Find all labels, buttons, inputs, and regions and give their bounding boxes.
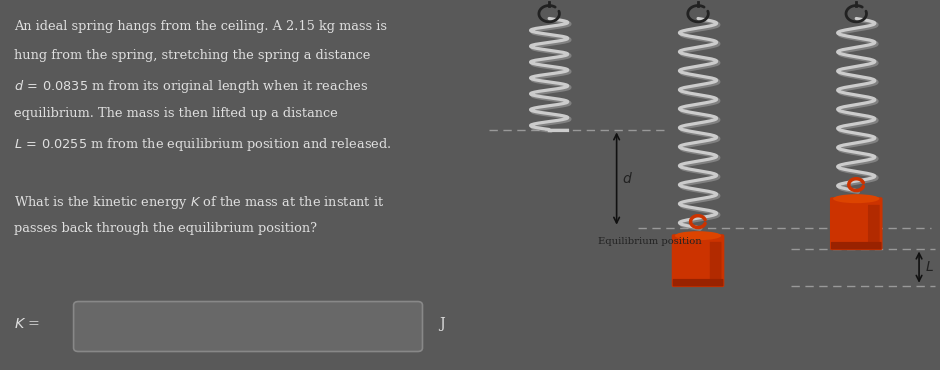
FancyBboxPatch shape — [673, 279, 724, 286]
Ellipse shape — [675, 231, 721, 240]
Text: $K$ =: $K$ = — [14, 317, 40, 331]
FancyBboxPatch shape — [73, 302, 422, 351]
Text: hung from the spring, stretching the spring a distance: hung from the spring, stretching the spr… — [14, 49, 370, 62]
Text: Equilibrium position: Equilibrium position — [598, 237, 702, 246]
FancyBboxPatch shape — [672, 234, 725, 287]
Text: equilibrium. The mass is then lifted up a distance: equilibrium. The mass is then lifted up … — [14, 107, 338, 120]
Text: $d$: $d$ — [622, 171, 633, 186]
Ellipse shape — [833, 194, 880, 203]
FancyBboxPatch shape — [868, 205, 880, 243]
Text: $L\,=\,0.0255$ m from the equilibrium position and released.: $L\,=\,0.0255$ m from the equilibrium po… — [14, 136, 392, 153]
Text: What is the kinetic energy $K$ of the mass at the instant it: What is the kinetic energy $K$ of the ma… — [14, 194, 384, 211]
Text: An ideal spring hangs from the ceiling. A 2.15 kg mass is: An ideal spring hangs from the ceiling. … — [14, 20, 387, 33]
Text: J: J — [439, 317, 445, 331]
FancyBboxPatch shape — [710, 242, 722, 280]
Text: $L$: $L$ — [925, 260, 933, 274]
Text: passes back through the equilibrium position?: passes back through the equilibrium posi… — [14, 222, 317, 235]
Text: $d\,=\,0.0835$ m from its original length when it reaches: $d\,=\,0.0835$ m from its original lengt… — [14, 78, 368, 95]
FancyBboxPatch shape — [830, 197, 883, 250]
FancyBboxPatch shape — [831, 242, 882, 249]
